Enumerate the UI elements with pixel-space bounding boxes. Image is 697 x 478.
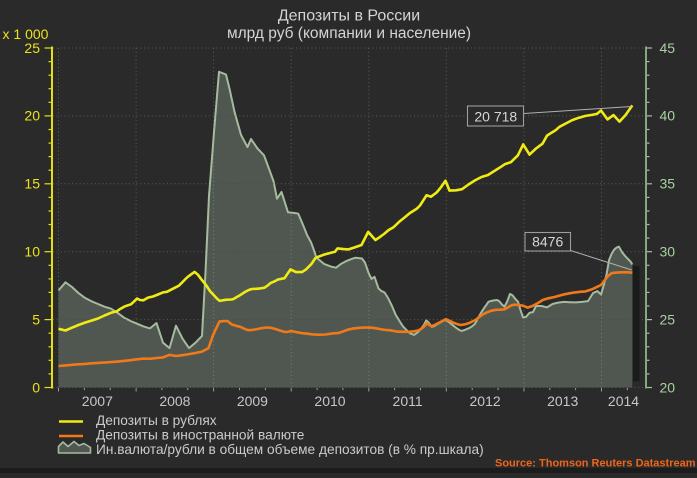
svg-text:20: 20 (24, 108, 40, 124)
svg-text:40: 40 (660, 108, 676, 124)
svg-text:Source: Thomson Reuters Datast: Source: Thomson Reuters Datastream (495, 458, 696, 470)
svg-text:35: 35 (660, 176, 676, 192)
svg-text:8476: 8476 (532, 234, 563, 250)
svg-text:20: 20 (660, 379, 676, 395)
svg-text:0: 0 (32, 379, 40, 395)
svg-text:2009: 2009 (237, 393, 268, 409)
svg-text:x 1 000: x 1 000 (3, 26, 49, 42)
svg-text:2012: 2012 (470, 393, 501, 409)
svg-text:10: 10 (24, 244, 40, 260)
svg-text:2011: 2011 (393, 393, 423, 409)
svg-text:2007: 2007 (82, 393, 113, 409)
svg-text:Ин.валюта/рубли в общем объеме: Ин.валюта/рубли в общем объеме депозитов… (96, 442, 484, 457)
svg-text:25: 25 (24, 40, 40, 56)
svg-text:2014: 2014 (608, 393, 639, 409)
svg-text:млрд руб (компании и население: млрд руб (компании и население) (227, 25, 471, 42)
svg-text:30: 30 (660, 244, 676, 260)
svg-text:2010: 2010 (314, 393, 345, 409)
svg-text:20 718: 20 718 (474, 109, 517, 125)
svg-text:2013: 2013 (547, 393, 578, 409)
svg-text:Депозиты в рублях: Депозиты в рублях (96, 413, 217, 428)
svg-text:5: 5 (32, 311, 40, 327)
svg-text:Депозиты в иностранной валюте: Депозиты в иностранной валюте (96, 428, 304, 443)
svg-text:45: 45 (660, 40, 676, 56)
svg-text:2008: 2008 (159, 393, 190, 409)
svg-text:15: 15 (24, 176, 40, 192)
svg-text:25: 25 (660, 311, 676, 327)
svg-text:Депозиты в России: Депозиты в России (278, 8, 420, 25)
